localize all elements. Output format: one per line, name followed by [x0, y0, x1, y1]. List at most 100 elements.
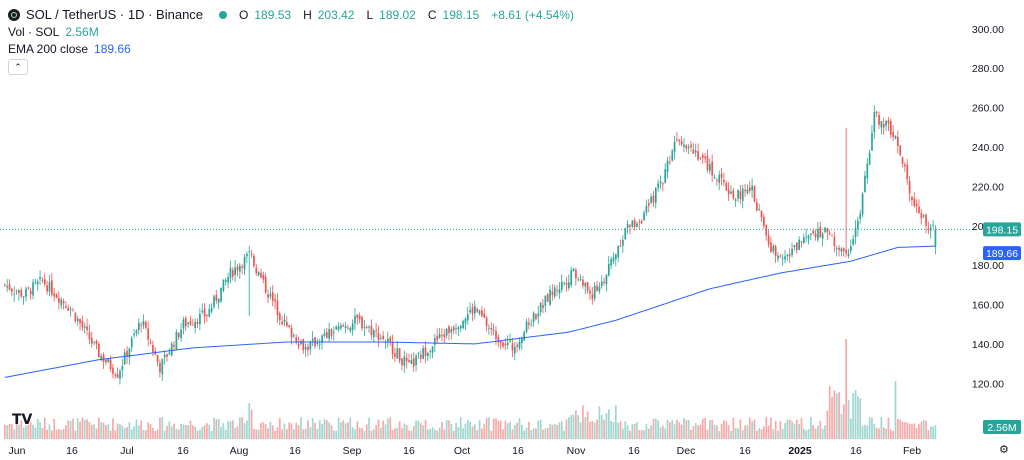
candle-body: [6, 286, 9, 288]
volume-bar: [53, 418, 56, 439]
volume-bar: [730, 430, 732, 439]
candle-body: [293, 335, 295, 337]
price-tick-label: 120.00: [972, 378, 1004, 390]
candle-body: [76, 318, 79, 322]
candle-body: [438, 333, 441, 338]
candle-body: [763, 216, 765, 226]
low-key: L: [366, 7, 374, 22]
volume-bar: [741, 430, 744, 439]
candle-body: [48, 282, 51, 292]
volume-bar: [598, 406, 601, 439]
candle-body: [187, 322, 189, 325]
candle-body: [577, 279, 580, 281]
volume-bar: [260, 422, 262, 439]
volume-bar: [777, 430, 779, 439]
candle-body: [718, 174, 721, 183]
candle-body: [114, 374, 117, 376]
candle-body: [119, 370, 121, 379]
price-axis: 120.00140.00160.00180.00200.00220.00240.…: [972, 24, 1004, 390]
candle-body: [469, 309, 471, 313]
volume-bar: [424, 419, 427, 439]
candle-body: [654, 188, 657, 203]
volume-bar: [518, 418, 521, 439]
volume-bar: [847, 400, 850, 439]
candle-body: [72, 310, 74, 312]
time-tick-label: 16: [403, 445, 415, 457]
settings-gear-icon[interactable]: ⚙: [999, 444, 1009, 456]
volume-bar: [786, 419, 789, 439]
volume-bar: [509, 421, 511, 439]
candle-body: [922, 215, 925, 217]
candle-body: [476, 308, 479, 312]
ema-label: EMA 200 close: [8, 41, 89, 56]
volume-bar: [441, 422, 443, 439]
candle-body: [532, 312, 535, 323]
candle-body: [772, 245, 775, 252]
candle-body: [795, 242, 798, 250]
candle-body: [845, 249, 847, 254]
volume-bar: [528, 421, 530, 439]
volume-bar: [800, 417, 803, 439]
legend-volume-row[interactable]: Vol · SOL 2.56M: [8, 23, 580, 40]
volume-bar: [281, 429, 283, 439]
volume-bar: [579, 422, 582, 439]
candle-body: [697, 151, 699, 160]
volume-bar: [478, 420, 481, 439]
candle-body: [645, 205, 648, 213]
symbol-title[interactable]: SOL / TetherUS · 1D · Binance: [26, 6, 204, 22]
candle-body: [222, 279, 225, 291]
volume-bar: [199, 429, 201, 439]
volume-bar: [535, 428, 537, 439]
candle-body: [213, 296, 215, 307]
candle-body: [800, 241, 803, 242]
volume-bar: [79, 421, 81, 439]
volume-bar: [257, 429, 260, 439]
volume-bar: [372, 429, 375, 439]
candle-body: [243, 256, 246, 270]
volume-bar: [201, 426, 204, 439]
volume-bar: [546, 427, 549, 439]
candle-body: [328, 329, 330, 339]
volume-bar: [427, 429, 429, 439]
candle-body: [269, 293, 272, 297]
candle-body: [271, 292, 274, 301]
candle-body: [652, 195, 655, 203]
volume-bar: [236, 426, 239, 439]
tradingview-logo-icon[interactable]: TV: [12, 412, 33, 428]
volume-bar: [86, 419, 88, 439]
time-tick-label: 16: [739, 445, 751, 457]
volume-bar: [784, 423, 786, 439]
volume-bar: [189, 420, 192, 439]
volume-bar: [563, 430, 565, 439]
volume-bar: [537, 420, 540, 439]
volume-bar: [382, 420, 385, 439]
volume-bar: [187, 425, 189, 439]
candle-body: [342, 325, 345, 327]
candle-body: [699, 157, 702, 159]
candle-body: [51, 280, 53, 295]
volume-bar: [18, 424, 20, 439]
volume-bar: [556, 424, 558, 439]
volume-bar: [380, 427, 382, 439]
candle-body: [631, 220, 634, 227]
collapse-legend-button[interactable]: ⌃: [8, 59, 28, 75]
market-status-icon[interactable]: [219, 10, 228, 19]
candle-body: [133, 333, 135, 336]
volume-bar: [692, 425, 695, 439]
volume-bar: [25, 425, 27, 439]
candle-body: [756, 202, 758, 211]
candle-body: [398, 348, 401, 361]
volume-bar: [135, 419, 138, 439]
legend-ema-row[interactable]: EMA 200 close 189.66: [8, 40, 580, 57]
volume-bar: [434, 429, 436, 439]
time-tick-label: 16: [289, 445, 301, 457]
volume-bar: [422, 425, 424, 439]
candle-body: [504, 343, 507, 346]
volume-bar: [633, 423, 636, 439]
candle-body: [102, 354, 105, 362]
volume-bar: [650, 425, 652, 439]
volume-bar: [105, 425, 107, 439]
candle-body: [838, 247, 840, 251]
